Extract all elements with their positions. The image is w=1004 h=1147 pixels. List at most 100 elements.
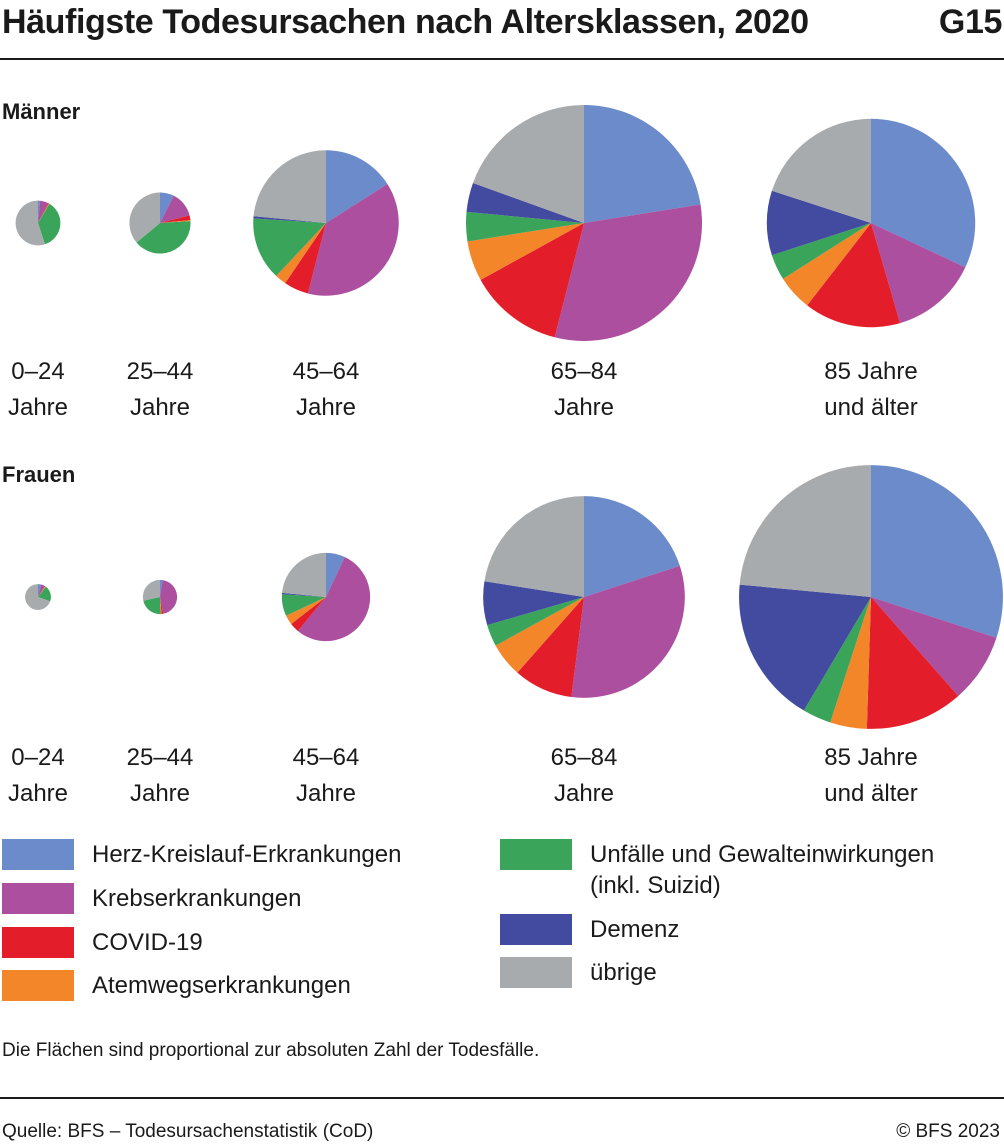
- pie-0-1-slice-1: [160, 195, 190, 223]
- pie-0-0: [15, 200, 61, 246]
- pie-1-4-slice-0: [871, 465, 1003, 638]
- footer-rule: [0, 1097, 1004, 1099]
- pie-0-2-slice-0: [326, 150, 388, 223]
- pie-0-2-slice-6: [253, 150, 326, 223]
- pie-1-3-slice-1: [571, 565, 685, 698]
- note: Die Flächen sind proportional zur absolu…: [2, 1040, 540, 1061]
- pie-1-2-slice-3: [286, 597, 326, 625]
- pie-1-2-slice-6: [282, 552, 326, 597]
- legend-swatch: [2, 970, 74, 1001]
- age-label-line2: Jahre: [295, 394, 357, 421]
- pie-0-2-slice-5: [253, 216, 326, 223]
- pie-1-3: [483, 496, 685, 698]
- legend-swatch: [2, 839, 74, 870]
- pie-1-1-slice-2: [160, 597, 164, 615]
- pie-0-3-slice-6: [472, 105, 584, 223]
- legend-label: Demenz: [590, 916, 680, 943]
- pie-0-0-slice-3: [38, 203, 50, 223]
- age-label: 25–44 Jahre: [70, 354, 250, 426]
- pie-1-3-slice-2: [517, 597, 584, 698]
- pie-1-3-slice-0: [584, 496, 680, 597]
- pie-0-2-slice-1: [307, 184, 399, 296]
- pie-1-2: [281, 552, 371, 642]
- pie-1-2-slice-1: [297, 557, 371, 642]
- age-label: 85 Jahre und älter: [781, 354, 961, 426]
- legend-swatch: [2, 883, 74, 914]
- age-label: 65–84 Jahre: [494, 354, 674, 426]
- age-label-line2: Jahre: [129, 780, 191, 807]
- pie-0-0-slice-2: [38, 203, 49, 223]
- pie-1-1: [142, 579, 178, 615]
- age-label: 85 Jahre und älter: [781, 740, 961, 812]
- pie-1-3-slice-3: [495, 597, 584, 673]
- pie-1-2-slice-5: [281, 592, 326, 597]
- age-label-line1: 65–84: [550, 744, 618, 771]
- pie-0-2-slice-3: [276, 223, 326, 284]
- pie-0-3-slice-0: [584, 104, 701, 223]
- legend-label: übrige: [590, 959, 657, 986]
- pie-1-4: [739, 465, 1003, 729]
- age-label-line1: 45–64: [292, 358, 360, 385]
- group-label-maenner: Männer: [2, 99, 81, 124]
- pie-0-2: [253, 150, 399, 296]
- legend-swatch: [500, 914, 572, 945]
- pie-0-0-slice-4: [38, 203, 61, 245]
- copyright: © BFS 2023: [896, 1121, 1000, 1142]
- age-label-line1: 0–24: [11, 358, 65, 385]
- pie-1-0-slice-4: [38, 586, 51, 602]
- pie-1-4-slice-2: [866, 597, 959, 729]
- pie-1-1-slice-0: [160, 579, 163, 597]
- pie-1-4-slice-3: [830, 597, 871, 729]
- legend-swatch: [500, 957, 572, 988]
- age-label: 65–84 Jahre: [494, 740, 674, 812]
- figure-code: G15: [938, 3, 1002, 41]
- pie-0-0-slice-1: [38, 200, 49, 223]
- pie-1-1-slice-1: [160, 580, 178, 614]
- pie-0-1: [129, 192, 191, 254]
- pie-1-0: [25, 584, 51, 610]
- pie-0-3-slice-3: [467, 223, 584, 280]
- age-label-line1: 25–44: [126, 744, 194, 771]
- age-label-line2: Jahre: [553, 780, 615, 807]
- age-label-line1: 85 Jahre: [824, 744, 918, 771]
- age-label-line1: 0–24: [11, 744, 65, 771]
- age-label-line2: Jahre: [553, 394, 615, 421]
- pie-0-4-slice-0: [871, 118, 976, 268]
- pie-0-4-slice-5: [766, 190, 871, 256]
- pie-1-1-slice-4: [143, 597, 161, 615]
- source: Quelle: BFS – Todesursachenstatistik (Co…: [2, 1121, 374, 1142]
- age-label: 45–64 Jahre: [236, 740, 416, 812]
- pie-0-2-slice-2: [285, 223, 326, 294]
- pie-0-1-slice-3: [160, 220, 191, 223]
- pie-1-0-slice-2: [38, 586, 46, 597]
- pie-1-3-slice-5: [483, 581, 584, 626]
- pie-1-4-slice-1: [871, 597, 997, 696]
- age-label: 0–24 Jahre: [0, 740, 128, 812]
- pie-1-0-slice-6: [25, 584, 51, 610]
- pie-1-2-slice-0: [326, 552, 345, 597]
- group-label-frauen: Frauen: [2, 462, 76, 487]
- pie-1-0-slice-3: [38, 586, 46, 597]
- pie-charts: [15, 104, 1003, 729]
- legend-label-line2: (inkl. Suizid): [590, 872, 721, 899]
- age-label-line2: Jahre: [129, 394, 191, 421]
- pie-1-4-slice-6: [739, 465, 871, 597]
- legend-label: Krebserkrankungen: [92, 885, 302, 912]
- pie-1-4-slice-5: [739, 584, 871, 711]
- pie-0-1-slice-4: [136, 221, 191, 254]
- pie-0-4-slice-2: [807, 223, 901, 328]
- age-label-line2: und älter: [824, 394, 918, 421]
- pie-1-1-slice-6: [142, 579, 160, 601]
- chart-title: Häufigste Todesursachen nach Altersklass…: [2, 2, 1002, 42]
- pie-0-1-slice-6: [129, 192, 160, 243]
- pie-1-2-slice-4: [281, 594, 326, 616]
- pie-0-0-slice-6: [15, 200, 45, 246]
- pie-0-4-slice-3: [783, 223, 871, 306]
- pie-0-1-slice-0: [160, 192, 174, 223]
- pie-1-3-slice-6: [484, 496, 584, 597]
- age-label-line2: und älter: [824, 780, 918, 807]
- age-label: 0–24 Jahre: [0, 354, 128, 426]
- pie-0-3-slice-4: [465, 211, 584, 242]
- age-label-line1: 85 Jahre: [824, 358, 918, 385]
- age-label-line1: 65–84: [550, 358, 618, 385]
